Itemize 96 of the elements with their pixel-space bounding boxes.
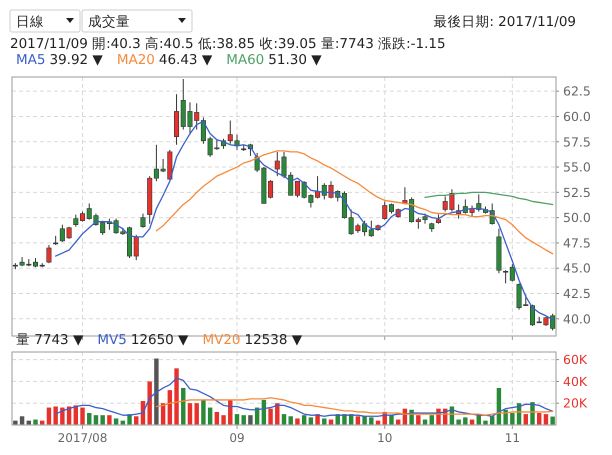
bar	[416, 415, 421, 425]
bar	[214, 412, 220, 425]
x-tick-label: 10	[377, 431, 392, 445]
y-tick-label: 47.5	[563, 235, 591, 250]
bar	[262, 400, 266, 425]
bar	[208, 408, 212, 425]
bar	[295, 418, 300, 425]
bar	[160, 403, 166, 425]
bar	[470, 420, 474, 425]
bar	[503, 410, 508, 425]
candlestick	[46, 244, 52, 264]
bar	[114, 418, 118, 425]
bar	[422, 420, 428, 425]
bar	[524, 414, 528, 425]
bar	[94, 415, 98, 425]
bar	[536, 413, 542, 425]
bar	[496, 388, 502, 425]
bar	[248, 415, 253, 425]
bar	[120, 420, 126, 425]
bar	[87, 413, 92, 425]
legend: 量 7743 ▼ MV5 12650 ▼ MV20 12538 ▼	[16, 332, 302, 348]
bar	[396, 420, 400, 425]
bar	[60, 408, 65, 425]
bar	[510, 413, 515, 425]
legend: MA5 39.92 ▼ MA20 46.43 ▼ MA60 51.30 ▼	[16, 52, 322, 68]
bar	[221, 415, 226, 425]
x-tick-label: 2017/08	[58, 431, 108, 445]
y-tick-label: 40K	[563, 374, 588, 389]
y-tick-label: 50.0	[563, 210, 591, 226]
bar	[181, 388, 186, 425]
bar	[241, 415, 246, 425]
line-series	[156, 150, 554, 254]
y-tick-label: 42.5	[563, 286, 591, 302]
bar	[74, 405, 78, 425]
bar	[322, 418, 327, 425]
bar	[356, 416, 360, 425]
bar	[40, 420, 44, 425]
bar	[134, 416, 138, 425]
dropdown: 日線	[10, 10, 80, 32]
bar	[302, 415, 306, 425]
bar	[174, 368, 179, 425]
bar	[228, 400, 232, 425]
bar	[490, 416, 494, 425]
candlestick	[436, 214, 441, 224]
y-tick-label: 20K	[563, 396, 588, 411]
y-tick-label: 62.5	[563, 84, 591, 99]
line-series	[55, 120, 554, 320]
bar	[20, 416, 24, 425]
y-tick-label: 57.5	[563, 134, 591, 150]
bar	[254, 408, 260, 425]
bar	[288, 416, 293, 425]
bar	[168, 390, 172, 425]
bar	[147, 381, 152, 425]
bar	[66, 406, 72, 425]
y-tick-label: 55.0	[563, 160, 591, 175]
y-tick-label: 40.0	[563, 311, 591, 326]
bar	[46, 408, 52, 425]
bar	[100, 415, 105, 425]
candlestick	[442, 196, 448, 212]
bar	[53, 406, 58, 425]
bar	[154, 358, 159, 425]
bar	[107, 415, 112, 425]
x-tick-label: 09	[229, 431, 245, 445]
bar	[463, 417, 468, 425]
candlestick	[510, 264, 515, 282]
bar	[194, 403, 199, 425]
bar	[26, 420, 32, 425]
chart-subtitle: 2017/11/09 開:40.3 高:40.5 低:38.85 收:39.05 量:7743 漲跌:-1.15	[10, 36, 446, 52]
bar	[550, 416, 555, 425]
candlestick	[503, 270, 508, 284]
y-tick-label: 60K	[563, 352, 588, 368]
y-tick-label: 45.0	[563, 260, 591, 276]
chart-title: 最後日期: 2017/11/09	[433, 14, 576, 30]
bar	[369, 417, 374, 425]
candlestick	[429, 222, 434, 232]
candlestick	[53, 235, 58, 246]
dropdown: 成交量	[82, 10, 192, 32]
candlestick	[449, 188, 454, 212]
candlestick	[140, 213, 146, 228]
x-tick-label: 11	[504, 431, 520, 445]
bar	[13, 420, 18, 425]
bar	[430, 415, 434, 425]
bar	[201, 400, 206, 425]
bar	[275, 403, 280, 425]
bar	[544, 414, 548, 425]
y-tick-label: 52.5	[563, 184, 591, 200]
bar	[389, 415, 394, 425]
line-series	[156, 397, 554, 416]
bar	[140, 401, 146, 425]
bar	[268, 408, 273, 425]
candlestick	[214, 139, 220, 150]
line-series	[55, 378, 554, 417]
bar	[476, 415, 481, 425]
bar	[308, 417, 314, 425]
y-tick-label: 60.0	[563, 108, 591, 124]
bar	[456, 420, 461, 425]
